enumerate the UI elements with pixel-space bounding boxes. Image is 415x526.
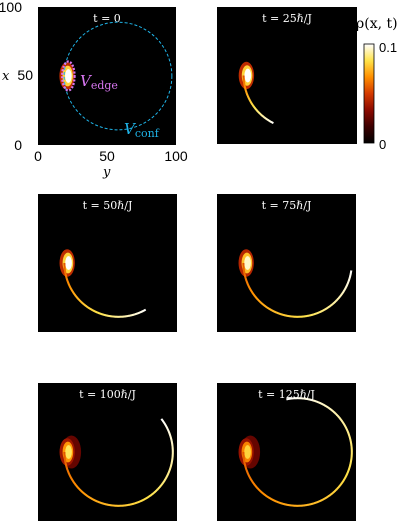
panel-background [217, 7, 357, 144]
colorbar: ρ(x, t) 0.1 0 [356, 16, 398, 152]
panel-background [38, 383, 177, 521]
panel-title: t = 100ℏ/J [79, 388, 136, 401]
x-tick-100: 100 [164, 148, 188, 164]
colorbar-max-label: 0.1 [379, 40, 397, 55]
colorbar-label: ρ(x, t) [356, 16, 398, 32]
density-blob [65, 445, 72, 459]
x-tick-50: 50 [99, 148, 115, 164]
v-edge-label: Vedge [80, 72, 118, 92]
v-conf-symbol: V [124, 120, 137, 138]
y-tick-50: 50 [17, 67, 33, 83]
panel-background [217, 194, 356, 332]
panel-title: t = 50ℏ/J [83, 199, 133, 212]
panels-layer: t = 0 t = 25ℏ/J t = 50ℏ/J t = 75ℏ/J t = 100ℏ… [38, 7, 357, 521]
confinement-circle [63, 21, 173, 131]
panel-3: t = 50ℏ/J [38, 194, 177, 332]
panel-title: t = 125ℏ/J [258, 388, 315, 401]
panel-title: t = 0 [93, 12, 121, 25]
density-blob [244, 445, 251, 459]
colorbar-gradient [363, 43, 375, 144]
edge-potential-marker [61, 60, 76, 92]
edge-wavefront-segment [144, 308, 147, 312]
panel-6: t = 125ℏ/J [217, 383, 356, 521]
panel-background [38, 194, 177, 332]
potential-annotations: Vedge Vconf [61, 21, 173, 140]
panel-background [217, 383, 356, 521]
density-blob [244, 68, 252, 83]
panel-2: t = 25ℏ/J [217, 7, 357, 144]
y-tick-0: 0 [14, 137, 22, 153]
v-edge-subscript: edge [91, 79, 118, 92]
panel-1: t = 0 [38, 7, 176, 145]
v-conf-subscript: conf [135, 127, 160, 140]
panel-title: t = 75ℏ/J [262, 199, 312, 212]
panel-5: t = 100ℏ/J [38, 383, 177, 521]
panel-4: t = 75ℏ/J [217, 194, 356, 332]
v-conf-label: Vconf [124, 120, 160, 140]
density-blob [65, 256, 72, 270]
y-tick-100: 100 [0, 0, 22, 15]
edge-potential-ring [61, 60, 76, 92]
colorbar-min-label: 0 [379, 137, 386, 152]
y-axis-label: x [2, 69, 10, 84]
v-edge-symbol: V [80, 72, 93, 90]
density-blob [244, 256, 251, 270]
x-axis-label: y [102, 165, 111, 180]
panel-background [38, 7, 176, 145]
x-tick-0: 0 [34, 148, 42, 164]
density-blob [65, 69, 72, 83]
panel-title: t = 25ℏ/J [262, 12, 312, 25]
axes-first-panel: 100 50 0 0 50 100 x y [0, 0, 188, 180]
